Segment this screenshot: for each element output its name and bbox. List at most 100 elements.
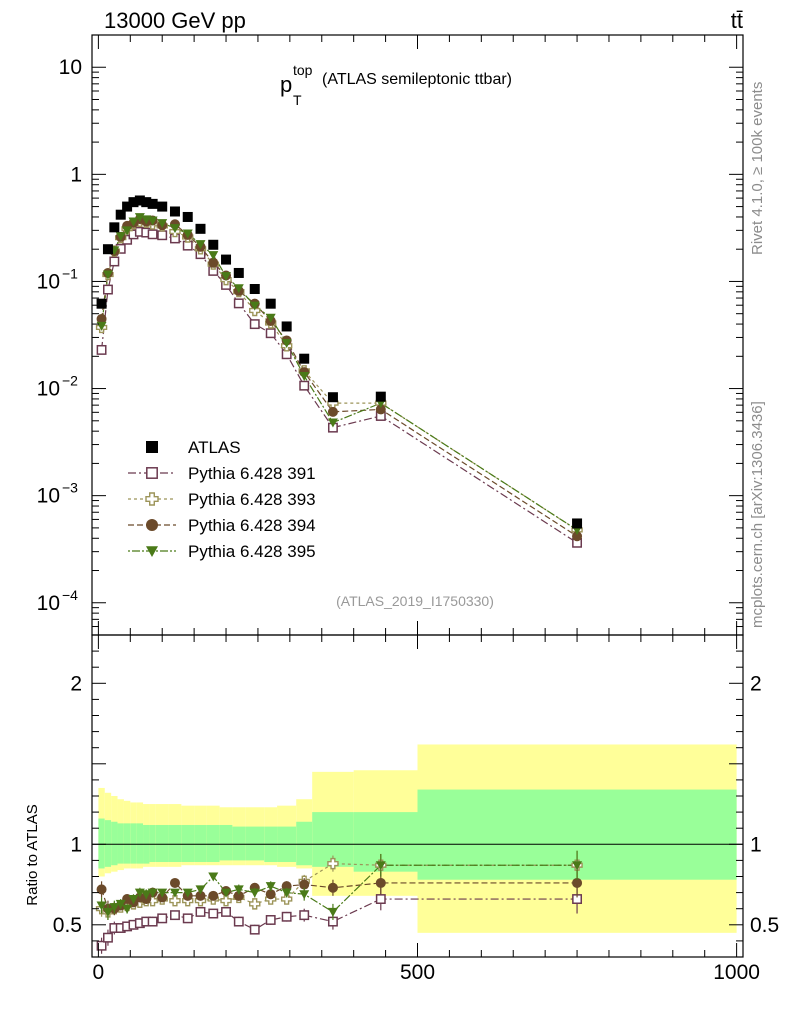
y-tick-label: 10 <box>37 592 60 615</box>
ratio-point <box>141 890 152 900</box>
band-inner-bin <box>353 812 418 872</box>
ratio-point <box>221 906 231 917</box>
ratio-point <box>281 911 292 922</box>
ratio-point <box>147 916 158 927</box>
ratio-ylabel: Ratio to ATLAS <box>24 804 41 905</box>
ratio-point <box>208 908 219 919</box>
legend-marker <box>146 519 158 531</box>
series-point <box>327 418 338 428</box>
title-sub: T <box>293 92 302 108</box>
data-point <box>281 321 292 332</box>
legend-label: Pythia 6.428 395 <box>188 542 316 561</box>
y-tick-label: 1 <box>70 163 82 186</box>
band-inner-bin <box>168 824 182 863</box>
data-point <box>265 298 276 309</box>
series-point <box>115 232 126 242</box>
y-tick-label: 10 <box>37 378 60 401</box>
ratio-point <box>572 861 583 871</box>
series-point <box>265 313 276 323</box>
legend-marker-data <box>146 441 158 453</box>
ratio-point <box>280 893 293 905</box>
data-point <box>134 195 145 206</box>
y-tick-exponent: −3 <box>62 480 78 496</box>
series-point <box>128 217 139 227</box>
series-point <box>195 240 206 250</box>
ratio-point <box>170 910 180 921</box>
series-point <box>249 301 260 311</box>
series-point <box>572 531 583 542</box>
title-sup: top <box>293 62 313 78</box>
ratio-point <box>115 899 126 909</box>
ratio-y-tick-label: 0.5 <box>53 914 82 937</box>
title-main: p <box>280 72 292 97</box>
data-point <box>96 298 107 309</box>
ratio-point <box>249 888 260 898</box>
y-tick-exponent: −1 <box>62 265 78 281</box>
ratio-point <box>103 932 113 943</box>
series-point <box>281 339 292 349</box>
data-point <box>249 284 260 295</box>
legend: ATLAS Pythia 6.428 391 Pythia 6.428 393 Pyt… <box>128 438 316 561</box>
ratio-point <box>249 898 261 910</box>
ratio-point <box>265 889 276 900</box>
series-point <box>122 226 133 236</box>
y-tick-exponent: −2 <box>62 373 78 389</box>
ratio-point <box>96 940 107 951</box>
series-point <box>233 284 244 294</box>
series-point <box>103 284 113 295</box>
ratio-point <box>157 888 168 898</box>
data-point <box>208 239 219 250</box>
ratio-point <box>157 913 168 924</box>
legend-label-data: ATLAS <box>188 438 241 457</box>
band-inner-bin <box>194 824 207 863</box>
ratio-point <box>327 882 338 893</box>
y-tick-label: 10 <box>37 485 60 508</box>
ratio-point <box>233 885 244 895</box>
x-tick-label: 0 <box>93 961 105 984</box>
ratio-point <box>375 877 386 888</box>
ratio-point <box>169 888 180 898</box>
series-point <box>147 229 158 240</box>
ratio-y-tick-label: 2 <box>70 672 82 695</box>
series-point <box>233 298 244 309</box>
band-inner-bin <box>123 823 131 864</box>
band-inner-bin <box>155 824 169 863</box>
ratio-y-tick-label-right: 0.5 <box>750 914 779 937</box>
series-point <box>299 371 310 381</box>
ratio-point <box>109 903 120 913</box>
ratio-point <box>169 894 181 907</box>
band-inner-bin <box>104 820 112 867</box>
series-point <box>157 230 168 241</box>
data-point <box>141 197 152 208</box>
x-tick-label: 1000 <box>713 961 760 984</box>
band-inner-bin <box>130 823 137 864</box>
ratio-point <box>169 877 180 888</box>
band-inner-bin <box>219 824 233 861</box>
band-inner-bin <box>296 821 313 866</box>
data-point <box>195 223 206 234</box>
data-point <box>122 201 133 212</box>
data-point <box>109 222 120 233</box>
series-point <box>208 257 219 268</box>
analysis-id: (ATLAS_2019_I1750330) <box>336 593 494 609</box>
ratio-y-tick-label-right: 1 <box>750 833 762 856</box>
ratio-point <box>375 861 386 871</box>
data-point <box>572 518 583 529</box>
ratio-point <box>195 906 206 917</box>
data-point <box>157 201 168 212</box>
series-point <box>134 213 145 223</box>
ratio-point <box>220 894 232 907</box>
data-point <box>221 254 232 265</box>
legend-label: Pythia 6.428 393 <box>188 490 316 509</box>
ratio-point <box>299 879 310 890</box>
ratio-point <box>572 877 583 888</box>
band-inner-bin <box>136 823 144 864</box>
series-point <box>249 319 260 330</box>
band-inner-bin <box>149 824 156 863</box>
ratio-point <box>96 901 107 911</box>
band-inner-bin <box>245 826 265 861</box>
series-point <box>157 219 168 229</box>
ratio-point <box>102 907 113 917</box>
ratio-point <box>327 907 338 917</box>
data-point <box>182 211 193 222</box>
